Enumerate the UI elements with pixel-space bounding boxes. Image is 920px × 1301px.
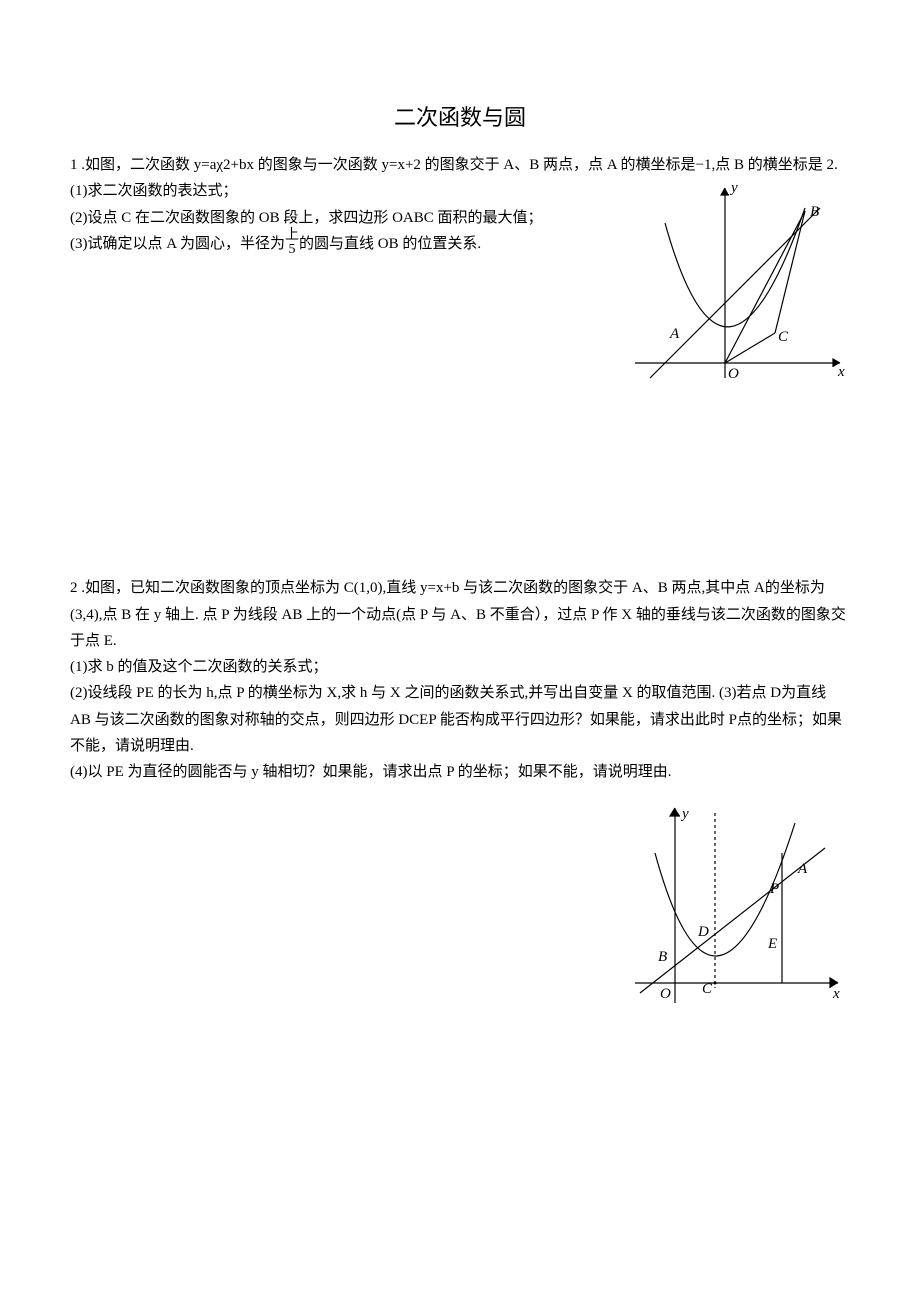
point-label-o2: O [660, 986, 671, 1002]
problem-1-figure: y x A B C O [620, 178, 850, 393]
axis-label-x2: x [832, 986, 840, 1002]
point-label-c: C [778, 329, 789, 345]
axis-label-x: x [837, 364, 845, 380]
problem-2-q1: (1)求 b 的值及这个二次函数的关系式； [70, 654, 850, 680]
axis-label-y2: y [680, 806, 689, 822]
problem-2-q4: (4)以 PE 为直径的圆能否与 y 轴相切？如果能，请求出点 P 的坐标；如果… [70, 759, 850, 785]
problem-1-q3-pre: (3)试确定以点 A 为圆心，半径为 [70, 236, 285, 252]
frac-bot: 5 [285, 243, 299, 257]
point-label-o: O [728, 366, 739, 382]
point-label-b: B [810, 204, 819, 220]
problem-2-figure: y x O B C D E P A [620, 793, 850, 1023]
problem-1: 1 .如图，二次函数 y=aχ2+bx 的图象与一次函数 y=x+2 的图象交于… [70, 152, 850, 393]
problem-2: 2 .如图，已知二次函数图象的顶点坐标为 C(1,0),直线 y=x+b 与该二… [70, 575, 850, 1023]
frac-top: 上 [285, 229, 299, 243]
point-label-b2: B [658, 949, 667, 965]
axis-label-y: y [729, 180, 738, 196]
point-label-p2: P [769, 881, 779, 897]
point-label-a2: A [797, 861, 808, 877]
point-label-a: A [669, 326, 680, 342]
point-label-e2: E [767, 936, 777, 952]
problem-1-intro: 1 .如图，二次函数 y=aχ2+bx 的图象与一次函数 y=x+2 的图象交于… [70, 152, 850, 178]
page-title: 二次函数与圆 [70, 100, 850, 132]
problem-1-q3-post: 的圆与直线 OB 的位置关系. [299, 236, 481, 252]
point-label-d2: D [697, 924, 709, 940]
point-label-c2: C [702, 981, 713, 997]
problem-2-intro: 2 .如图，已知二次函数图象的顶点坐标为 C(1,0),直线 y=x+b 与该二… [70, 575, 850, 654]
problem-2-q2q3: (2)设线段 PE 的长为 h,点 P 的横坐标为 X,求 h 与 X 之间的函… [70, 680, 850, 759]
